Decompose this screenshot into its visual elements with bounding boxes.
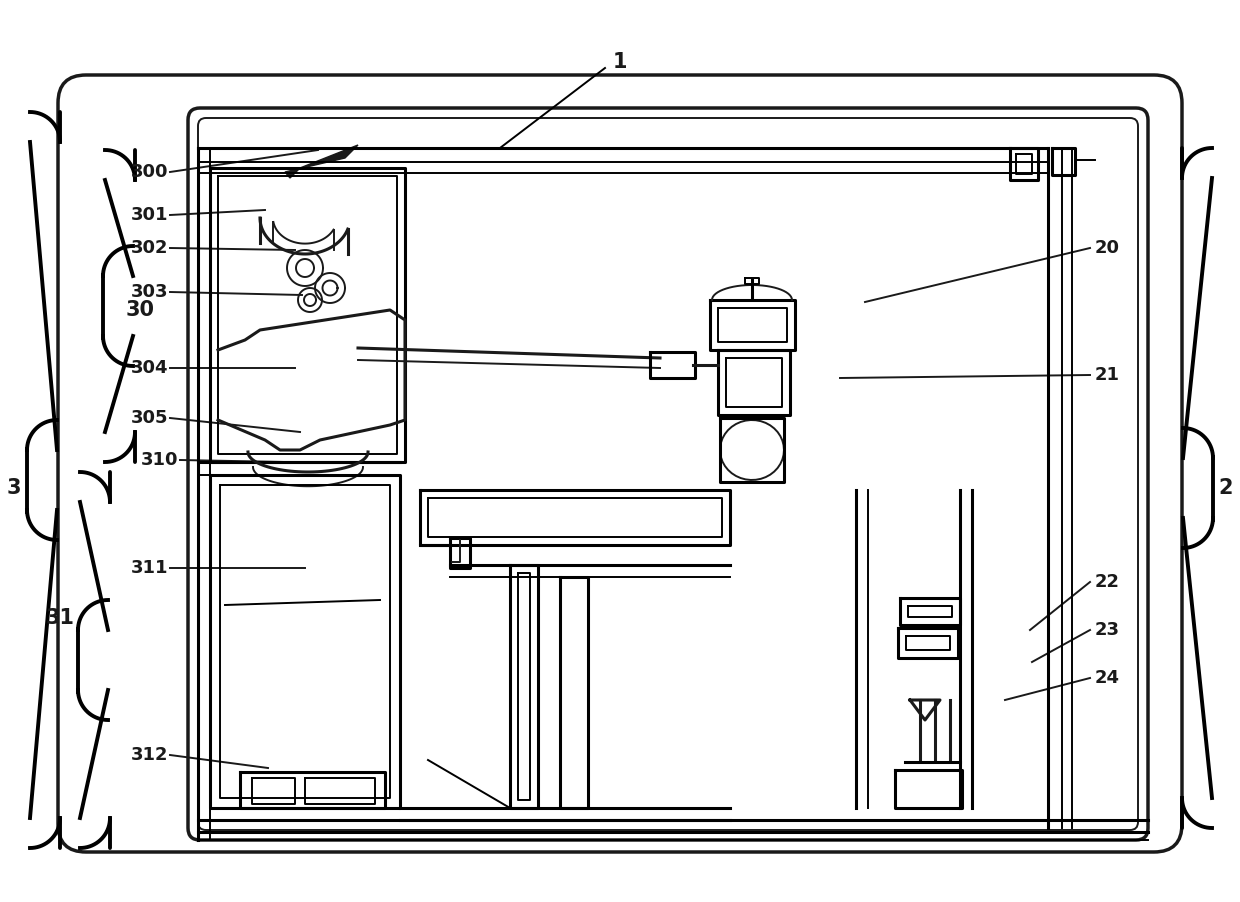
Text: 305: 305 [130, 409, 167, 427]
Text: 24: 24 [1095, 669, 1120, 687]
Text: 302: 302 [130, 239, 167, 257]
Text: 301: 301 [130, 206, 167, 224]
Text: 312: 312 [130, 746, 167, 764]
Text: 304: 304 [130, 359, 167, 377]
Text: 1: 1 [613, 52, 627, 72]
Text: 310: 310 [140, 451, 179, 469]
Text: 2: 2 [1219, 478, 1234, 498]
Text: 311: 311 [130, 559, 167, 577]
Text: 31: 31 [46, 608, 74, 628]
Text: 30: 30 [126, 300, 155, 320]
Text: 300: 300 [130, 163, 167, 181]
Text: 23: 23 [1095, 621, 1120, 639]
Text: 303: 303 [130, 283, 167, 301]
Text: 20: 20 [1095, 239, 1120, 257]
Text: 22: 22 [1095, 573, 1120, 591]
Text: 21: 21 [1095, 366, 1120, 384]
Polygon shape [285, 145, 358, 178]
Text: 3: 3 [6, 478, 21, 498]
